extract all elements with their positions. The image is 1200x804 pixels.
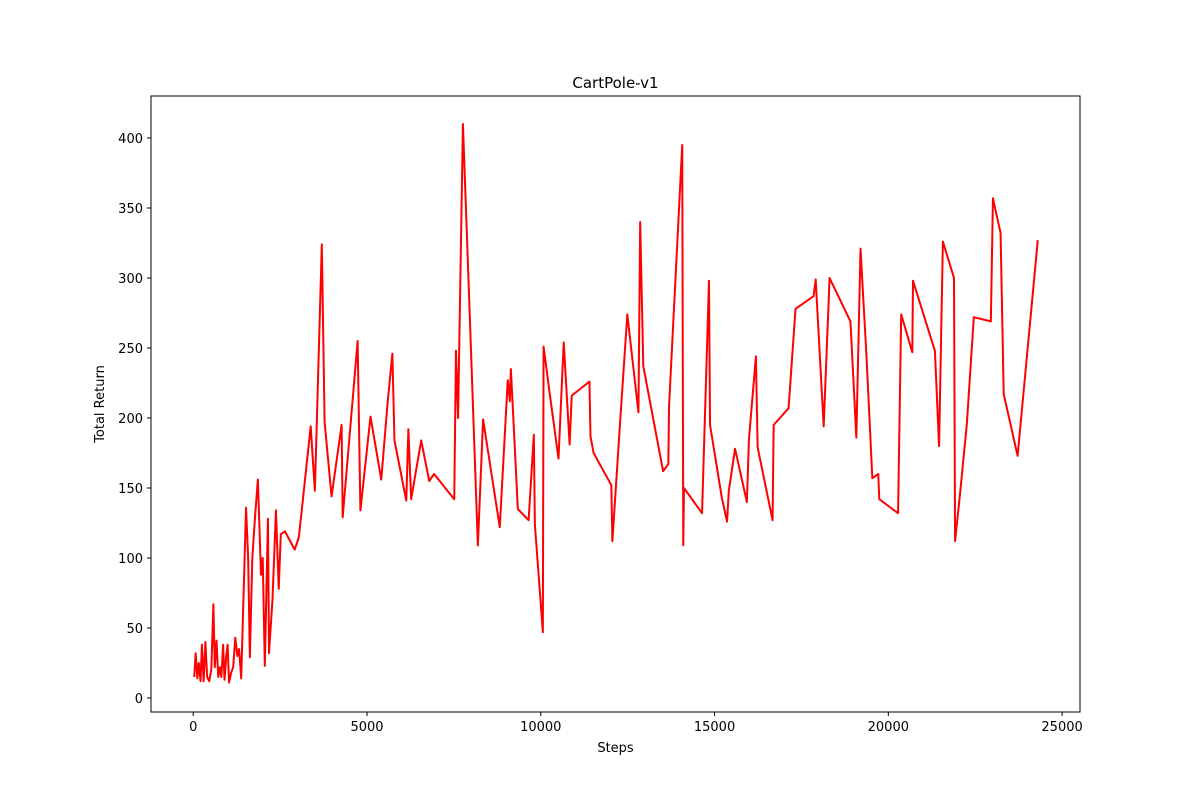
x-tick-label: 15000: [694, 720, 735, 735]
y-tick-label: 350: [118, 202, 143, 217]
data-line: [193, 123, 1039, 684]
y-tick-label: 300: [118, 272, 143, 287]
x-tick-label: 25000: [1041, 720, 1082, 735]
x-tick-label: 10000: [520, 720, 561, 735]
y-tick-label: 400: [118, 132, 143, 147]
x-tick-label: 20000: [868, 720, 909, 735]
y-tick-label: 150: [118, 482, 143, 497]
plot-frame: [150, 95, 1081, 713]
y-tick-label: 250: [118, 342, 143, 357]
y-tick-label: 100: [118, 552, 143, 567]
x-tick-label: 0: [189, 720, 197, 735]
y-tick-label: 200: [118, 412, 143, 427]
y-axis-label: Total Return: [93, 365, 108, 444]
x-axis-label: Steps: [597, 741, 634, 756]
x-tick-label: 5000: [350, 720, 383, 735]
y-tick-label: 50: [126, 622, 143, 637]
chart-title: CartPole-v1: [572, 74, 658, 92]
y-tick-label: 0: [135, 692, 143, 707]
